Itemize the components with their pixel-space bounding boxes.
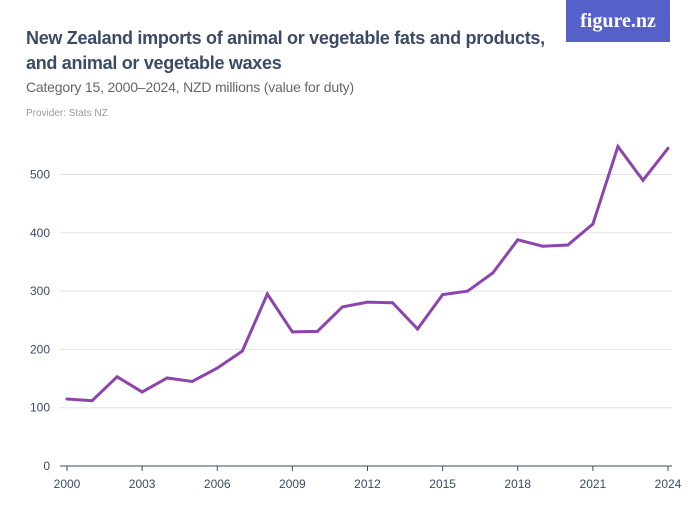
data-point [516, 238, 520, 242]
data-point [165, 376, 169, 380]
data-point [491, 271, 495, 275]
chart-subtitle: Category 15, 2000–2024, NZD millions (va… [26, 79, 354, 95]
x-tick-label: 2015 [429, 477, 456, 491]
data-point [666, 146, 670, 150]
data-point [391, 301, 395, 305]
data-point [265, 292, 269, 296]
data-point [541, 244, 545, 248]
data-point [591, 222, 595, 226]
chart-title: New Zealand imports of animal or vegetab… [26, 28, 545, 73]
data-point [566, 243, 570, 247]
data-point [315, 329, 319, 333]
data-point [340, 305, 344, 309]
y-tick-label: 0 [43, 459, 50, 473]
x-tick-label: 2009 [279, 477, 306, 491]
data-point [65, 397, 69, 401]
data-point [290, 330, 294, 334]
y-tick-label: 100 [30, 401, 50, 415]
series-line [66, 143, 670, 403]
y-tick-label: 200 [30, 342, 50, 356]
data-point [641, 178, 645, 182]
x-tick-label: 2003 [129, 477, 156, 491]
x-tick-label: 2000 [54, 477, 81, 491]
data-point [190, 379, 194, 383]
x-tick-label: 2024 [655, 477, 682, 491]
provider-label: Provider: Stats NZ [26, 108, 108, 119]
data-point [616, 145, 620, 149]
x-tick-label: 2018 [504, 477, 531, 491]
y-tick-label: 500 [30, 168, 50, 182]
x-tick-label: 2021 [580, 477, 607, 491]
figure-nz-logo[interactable]: figure.nz [566, 0, 670, 42]
y-tick-label: 300 [30, 284, 50, 298]
data-point [416, 327, 420, 331]
data-point [115, 375, 119, 379]
x-tick-label: 2012 [354, 477, 381, 491]
data-point [441, 293, 445, 297]
data-point [140, 390, 144, 394]
x-tick-label: 2006 [204, 477, 231, 491]
data-point [366, 300, 369, 304]
data-point [215, 366, 219, 370]
data-point [90, 399, 94, 403]
data-point [466, 289, 470, 293]
data-point [240, 349, 244, 353]
y-tick-label: 400 [30, 226, 50, 240]
